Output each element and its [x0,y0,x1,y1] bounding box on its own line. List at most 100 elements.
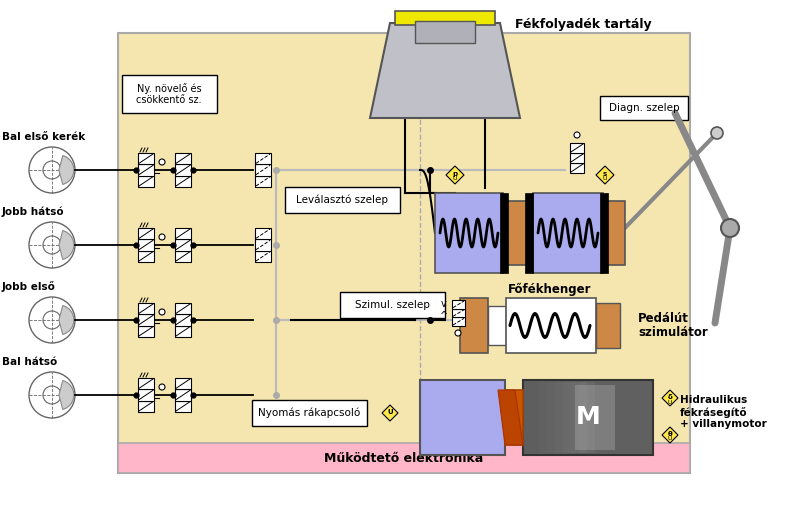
Circle shape [159,309,165,315]
Polygon shape [662,390,678,406]
Text: U: U [387,409,393,415]
Polygon shape [596,166,614,184]
Text: Főfékhenger: Főfékhenger [509,283,592,296]
Bar [285,187,400,213]
Text: Bal hátsó: Bal hátsó [2,357,57,367]
Bar [175,303,191,314]
Text: v: v [441,299,447,309]
Polygon shape [662,427,678,443]
Wedge shape [59,155,74,184]
Bar [452,309,465,318]
Text: Szimul. szelep: Szimul. szelep [355,300,430,310]
Bar [138,401,154,412]
Polygon shape [446,166,464,184]
Text: θ: θ [667,431,672,437]
Bar [506,298,596,353]
Bar [255,239,271,250]
Text: Diagn. szelep: Diagn. szelep [609,103,679,113]
Text: U: U [667,399,672,404]
Bar [555,382,571,453]
Bar [118,443,690,473]
Circle shape [455,330,461,336]
Polygon shape [498,390,523,445]
Text: Fékfolyadék tartály: Fékfolyadék tartály [515,18,651,31]
Bar [175,314,191,326]
Bar [600,96,688,120]
Bar [523,380,653,455]
Text: Leválasztó szelep: Leválasztó szelep [296,195,388,205]
Bar [175,389,191,401]
Bar [571,382,587,453]
Bar [500,193,508,273]
Bar [452,300,465,309]
Bar [460,298,488,353]
Text: Hidraulikus
fékrásegítő
+ villanymotor: Hidraulikus fékrásegítő + villanymotor [680,395,767,429]
Text: Nyomás rákapcsoló: Nyomás rákapcsoló [258,408,360,418]
Bar [452,318,465,326]
Bar [175,153,191,164]
Text: Jobb első: Jobb első [2,281,56,292]
Bar [252,400,367,426]
Bar [138,314,154,326]
Bar [563,382,579,453]
Text: U: U [453,176,457,181]
Bar [175,176,191,187]
Polygon shape [370,23,520,118]
Bar [175,326,191,337]
Bar [505,390,523,445]
Bar [395,11,495,25]
Polygon shape [382,405,398,421]
Circle shape [159,234,165,240]
Circle shape [721,219,739,237]
Text: Bal első kerék: Bal első kerék [2,132,85,142]
Bar [570,153,584,163]
Bar [175,378,191,389]
Bar [255,176,271,187]
Bar [138,153,154,164]
Bar [575,385,615,450]
Text: Ny. növelő és
csökkentő sz.: Ny. növelő és csökkentő sz. [136,83,202,105]
Circle shape [574,132,580,138]
Text: δ: δ [667,394,672,400]
Bar [175,239,191,250]
Bar [415,21,475,43]
Circle shape [159,159,165,165]
Bar [255,164,271,176]
Text: M: M [575,405,600,429]
Text: Jobb hátsó: Jobb hátsó [2,206,64,217]
Circle shape [159,384,165,390]
Bar [255,250,271,262]
Bar [503,201,527,265]
Bar [138,164,154,176]
Bar [531,382,547,453]
Bar [175,250,191,262]
Bar [600,193,608,273]
Wedge shape [59,380,74,409]
Bar [539,382,555,453]
Bar [488,306,506,345]
Text: Pedálút
szimulátor: Pedálút szimulátor [638,311,708,339]
Bar [525,193,533,273]
Bar [122,75,217,113]
Bar [547,382,563,453]
Bar [175,228,191,239]
Bar [138,303,154,314]
Bar [603,201,625,265]
Bar [570,143,584,153]
Bar [570,163,584,173]
Wedge shape [59,305,74,334]
Text: Működtető elektronika: Működtető elektronika [324,452,484,464]
Bar [420,380,505,455]
Bar [340,292,445,318]
Bar [175,401,191,412]
Bar [175,164,191,176]
Bar [138,239,154,250]
Bar [138,250,154,262]
Bar [255,228,271,239]
Bar [533,193,603,273]
Bar [596,303,620,348]
Text: U: U [603,176,607,181]
Bar [255,153,271,164]
Bar [138,326,154,337]
Bar [118,33,690,473]
